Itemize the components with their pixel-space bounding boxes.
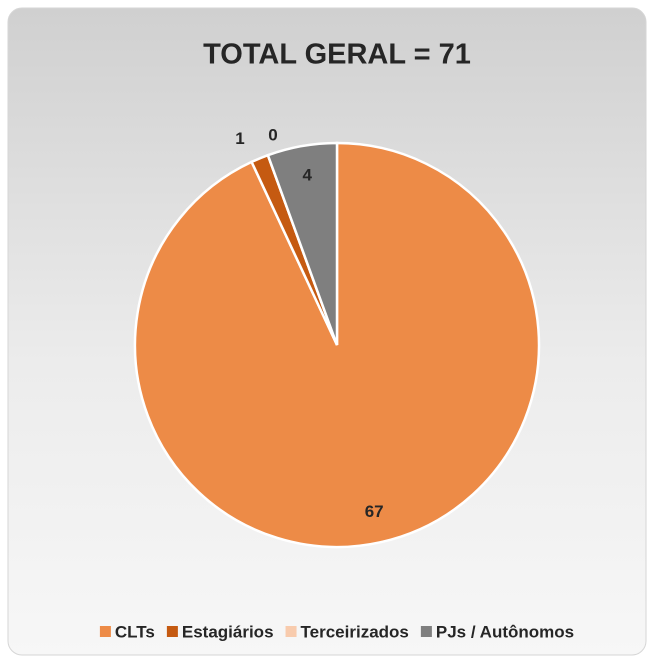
data-label: 4 xyxy=(302,165,312,184)
data-label: 67 xyxy=(365,502,384,521)
legend-label: Estagiários xyxy=(182,622,274,641)
legend-swatch xyxy=(99,626,111,637)
legend-label: PJs / Autônomos xyxy=(436,622,574,641)
data-label: 1 xyxy=(235,129,244,148)
data-label: 0 xyxy=(268,126,277,145)
legend-swatch xyxy=(285,626,297,637)
legend-label: CLTs xyxy=(115,622,155,641)
legend-swatch xyxy=(420,626,432,637)
chart-title: TOTAL GERAL = 71 xyxy=(203,39,471,71)
pie-slice xyxy=(266,141,339,346)
legend-swatch xyxy=(166,626,178,637)
legend-label: Terceirizados xyxy=(301,622,409,641)
